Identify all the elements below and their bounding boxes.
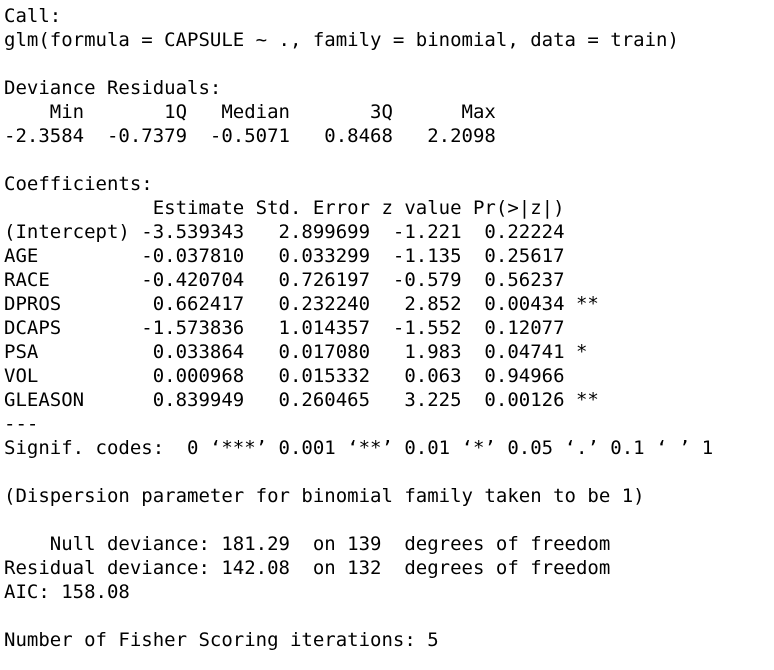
- separator-line: ---: [4, 413, 39, 435]
- blank-line: [4, 604, 774, 628]
- coefficient-row-gleason: GLEASON 0.839949 0.260465 3.225 0.00126 …: [4, 389, 599, 411]
- coefficients-header-row: Estimate Std. Error z value Pr(>|z|): [4, 197, 565, 219]
- residuals-values-row: -2.3584 -0.7379 -0.5071 0.8468 2.2098: [4, 125, 496, 147]
- blank-line: [4, 52, 774, 76]
- blank-line: [4, 508, 774, 532]
- coefficient-row-intercept: (Intercept) -3.539343 2.899699 -1.221 0.…: [4, 221, 565, 243]
- aic-line: AIC: 158.08: [4, 581, 130, 603]
- deviance-residuals-heading: Deviance Residuals:: [4, 77, 222, 99]
- residuals-header-row: Min 1Q Median 3Q Max: [4, 101, 496, 123]
- call-heading: Call:: [4, 5, 62, 27]
- residual-deviance-line: Residual deviance: 142.08 on 132 degrees…: [4, 557, 611, 579]
- null-deviance-line: Null deviance: 181.29 on 139 degrees of …: [4, 533, 611, 555]
- coefficient-row-dcaps: DCAPS -1.573836 1.014357 -1.552 0.12077: [4, 317, 565, 339]
- coefficient-row-psa: PSA 0.033864 0.017080 1.983 0.04741 *: [4, 341, 588, 363]
- fisher-scoring-line: Number of Fisher Scoring iterations: 5: [4, 629, 439, 651]
- blank-line: [4, 148, 774, 172]
- coefficient-row-vol: VOL 0.000968 0.015332 0.063 0.94966: [4, 365, 565, 387]
- dispersion-note: (Dispersion parameter for binomial famil…: [4, 485, 645, 507]
- blank-line: [4, 460, 774, 484]
- coefficients-heading: Coefficients:: [4, 173, 153, 195]
- signif-codes-legend: Signif. codes: 0 ‘***’ 0.001 ‘**’ 0.01 ‘…: [4, 437, 714, 459]
- coefficient-row-race: RACE -0.420704 0.726197 -0.579 0.56237: [4, 269, 565, 291]
- glm-call: glm(formula = CAPSULE ~ ., family = bino…: [4, 29, 679, 51]
- coefficient-row-dpros: DPROS 0.662417 0.232240 2.852 0.00434 **: [4, 293, 599, 315]
- coefficient-row-age: AGE -0.037810 0.033299 -1.135 0.25617: [4, 245, 565, 267]
